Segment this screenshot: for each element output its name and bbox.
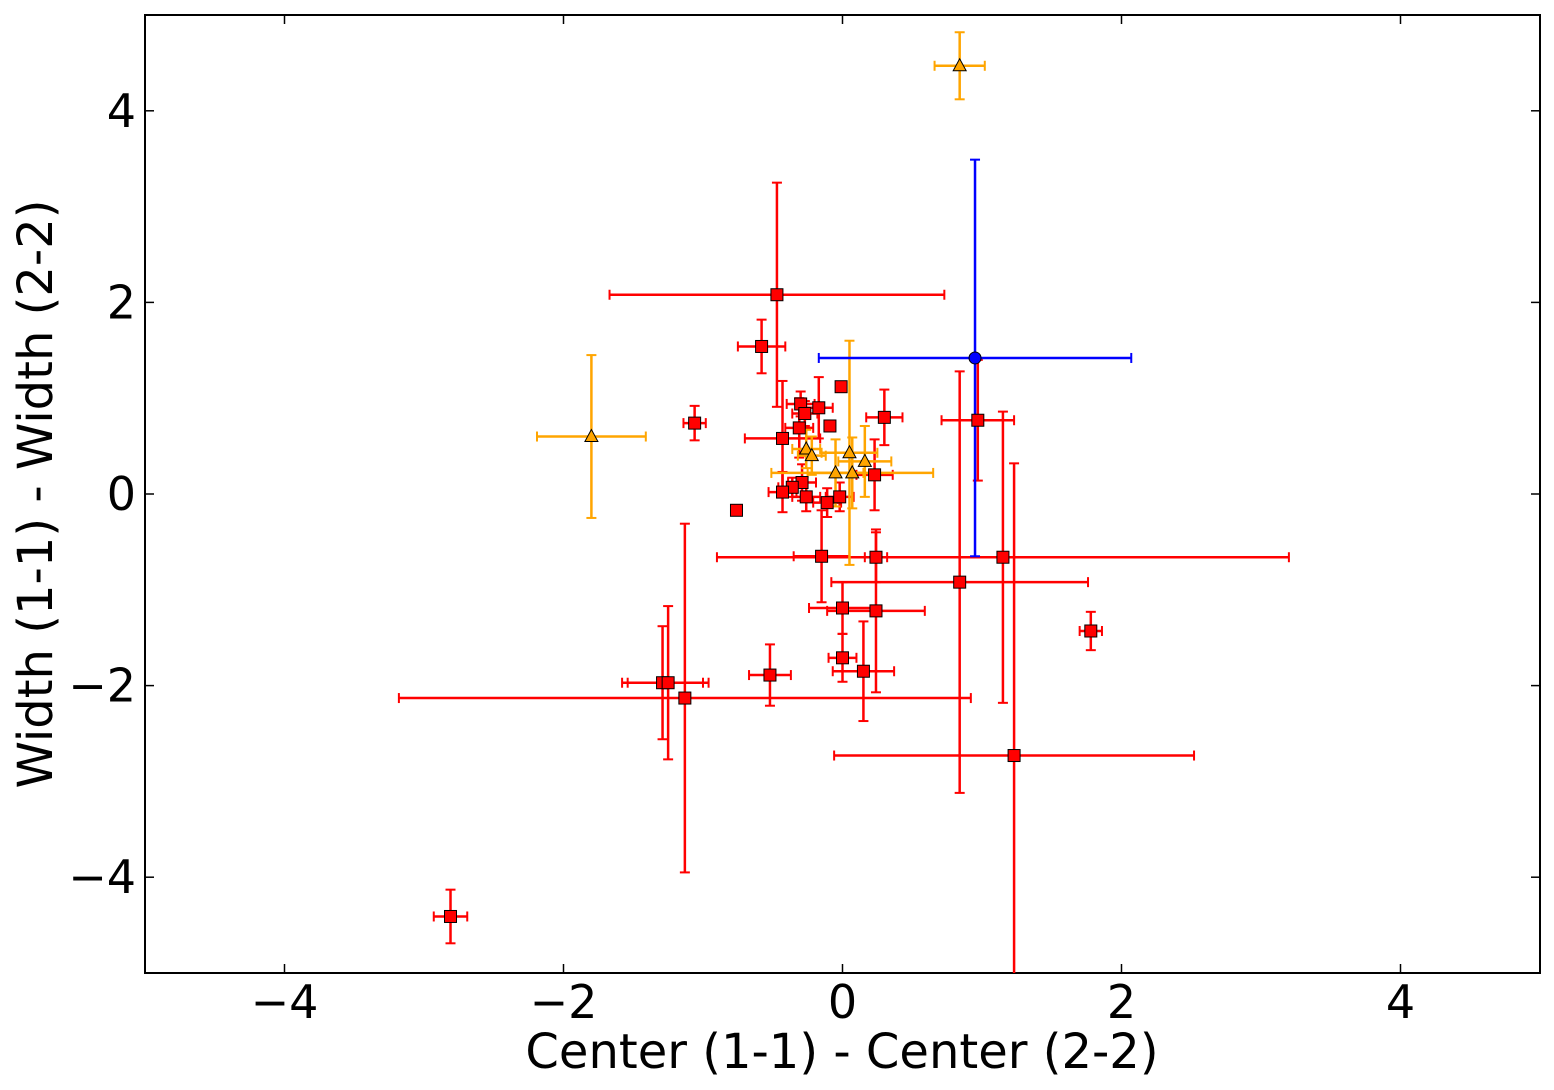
data-point-square — [868, 468, 882, 482]
data-point-triangle — [844, 464, 860, 479]
axis-ticks: −4 −2 0 2 4 −4 −2 0 2 4 — [68, 15, 1540, 1029]
data-point-square — [688, 416, 702, 430]
data-point-square — [833, 490, 847, 504]
data-point-square — [812, 401, 826, 415]
y-tick-label: −4 — [68, 850, 136, 904]
y-axis-label: Width (1-1) - Width (2-2) — [8, 200, 64, 789]
data-point-square — [856, 664, 870, 678]
x-tick-label: 4 — [1386, 975, 1415, 1029]
data-point-square — [869, 550, 883, 564]
data-point-square — [776, 431, 790, 445]
data-point-square — [776, 485, 790, 499]
data-point-square — [834, 380, 848, 394]
data-point-square — [877, 410, 891, 424]
y-tick-label: −2 — [68, 659, 136, 713]
data-point-square — [763, 668, 777, 682]
data-point-square — [996, 550, 1010, 564]
data-point-triangle — [804, 447, 820, 462]
data-point-square — [792, 421, 806, 435]
x-tick-label: −4 — [251, 975, 319, 1029]
data-point-triangle — [842, 444, 857, 459]
data-markers — [444, 57, 1098, 923]
data-point-square — [823, 419, 837, 433]
data-point-square — [815, 549, 829, 563]
data-point-square — [953, 575, 967, 589]
data-point-square — [799, 490, 813, 504]
data-point-square — [971, 413, 985, 427]
y-tick-label: 4 — [107, 84, 136, 138]
data-point-square — [836, 601, 849, 615]
data-point-square — [798, 407, 812, 421]
data-point-triangle — [584, 428, 599, 443]
data-point-square — [1084, 624, 1098, 638]
data-point-triangle — [857, 453, 873, 467]
data-point-square — [770, 288, 784, 302]
data-point-square — [836, 651, 849, 665]
data-point-triangle — [952, 57, 968, 72]
data-point-square — [820, 496, 834, 510]
x-tick-label: 0 — [828, 975, 857, 1029]
data-point-triangle — [828, 464, 843, 479]
x-tick-label: −2 — [530, 975, 598, 1029]
data-point-triangle — [798, 440, 814, 455]
data-point-square — [444, 909, 458, 923]
y-tick-label: 0 — [107, 467, 136, 521]
x-axis-label: Center (1-1) - Center (2-2) — [525, 1024, 1158, 1080]
data-point-circle — [968, 351, 982, 365]
x-tick-label: 2 — [1107, 975, 1136, 1029]
data-point-square — [869, 604, 883, 618]
y-tick-label: 2 — [107, 275, 136, 329]
data-point-square — [729, 503, 743, 517]
data-point-square — [755, 339, 769, 353]
data-point-square — [1007, 749, 1021, 763]
data-point-square — [661, 676, 675, 690]
data-point-square — [678, 691, 692, 705]
